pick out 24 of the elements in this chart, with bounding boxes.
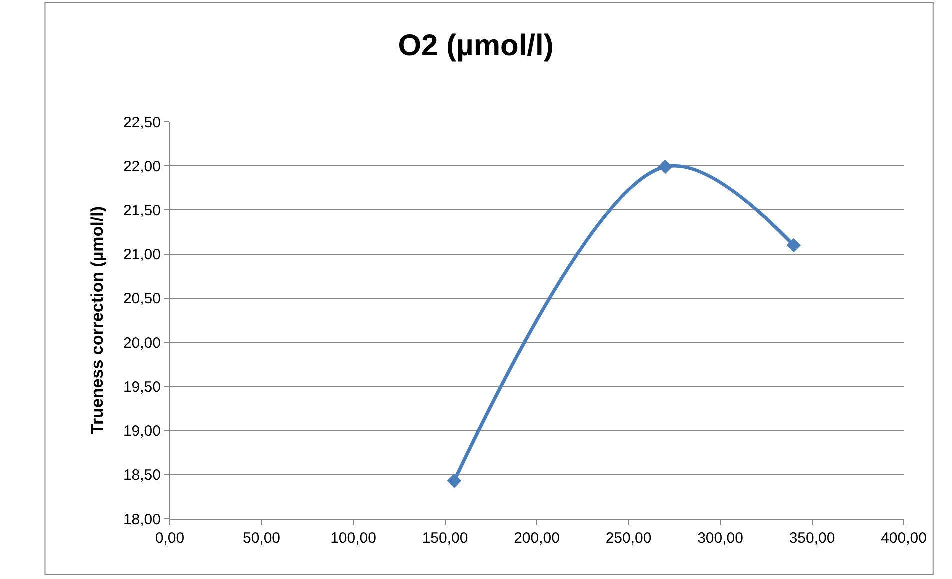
y-tick-label: 18,50: [123, 467, 161, 484]
y-tick-label: 21,50: [123, 202, 161, 220]
y-tick-label: 21,00: [123, 246, 161, 264]
y-tick-label: 22,50: [123, 114, 161, 132]
y-tick-label: 20,00: [123, 334, 161, 352]
point: [786, 238, 802, 253]
y-tick-label: 22,00: [123, 158, 161, 176]
x-tick-label: 400,00: [881, 530, 927, 547]
point: [447, 474, 462, 488]
x-tick-label: 250,00: [606, 530, 652, 547]
chart-title: O2 (µmol/l): [398, 30, 554, 63]
y-tick-label: 19,00: [123, 423, 161, 440]
x-tick-label: 0,00: [155, 530, 185, 547]
x-tick-label: 300,00: [698, 530, 744, 547]
y-tick-label: 20,50: [123, 290, 161, 308]
y-axis-title: Trueness correction (µmol/l): [88, 206, 108, 435]
x-tick-label: 200,00: [514, 530, 560, 547]
x-tick-label: 350,00: [789, 530, 836, 547]
x-tick-label: 150,00: [422, 530, 468, 547]
y-tick-label: 18,00: [123, 511, 161, 528]
y-tick-label: 19,50: [123, 378, 161, 396]
x-tick-label: 100,00: [330, 530, 376, 547]
point: [658, 160, 673, 174]
x-tick-label: 50,00: [242, 530, 281, 547]
